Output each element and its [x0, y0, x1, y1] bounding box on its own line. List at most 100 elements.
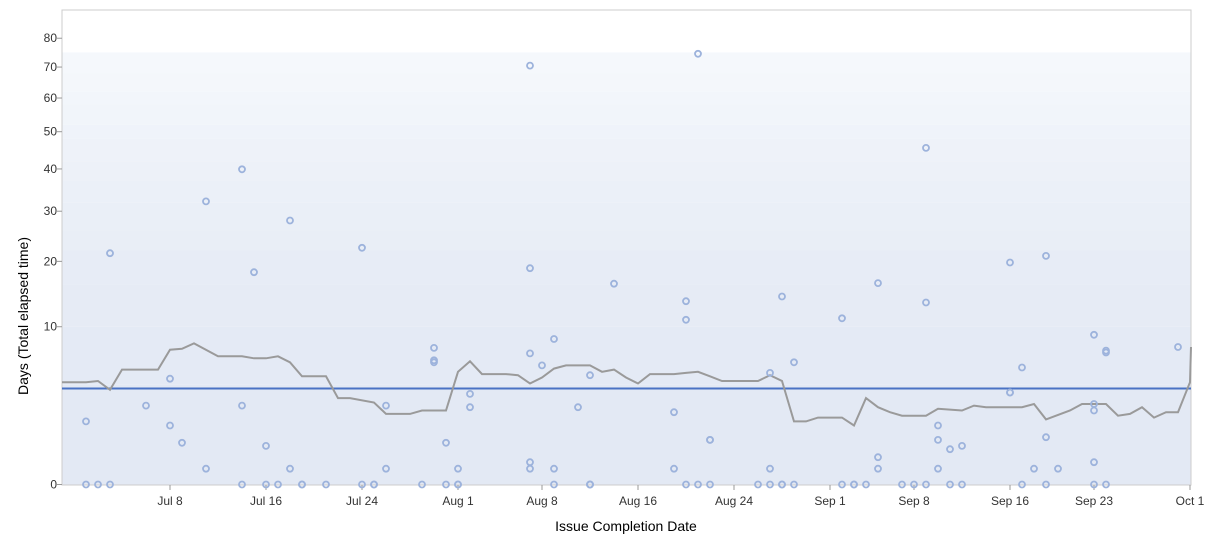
issue-point — [1102, 348, 1110, 357]
issue-point — [382, 464, 390, 473]
issue-point — [946, 445, 954, 454]
issue-point — [958, 480, 966, 489]
issue-point — [238, 401, 246, 410]
confidence-band — [62, 384, 1191, 485]
issue-point — [874, 464, 882, 473]
issue-point — [1006, 388, 1014, 397]
x-tick-label: Aug 24 — [715, 494, 753, 508]
confidence-band — [62, 230, 1191, 251]
issue-point — [1174, 343, 1182, 351]
issue-point — [694, 480, 702, 489]
issue-point — [1042, 251, 1050, 260]
issue-point — [1042, 433, 1050, 442]
issue-point — [682, 297, 690, 306]
issue-point — [922, 480, 930, 489]
x-tick-label: Jul 16 — [250, 494, 282, 508]
x-tick-label: Jul 24 — [346, 494, 378, 508]
issue-point — [550, 335, 558, 343]
issue-point — [466, 389, 474, 398]
issue-point — [286, 464, 294, 473]
issue-point — [790, 480, 798, 489]
confidence-band — [62, 73, 1191, 92]
issue-point — [1018, 363, 1026, 372]
issue-point — [238, 480, 246, 489]
issue-point — [358, 243, 366, 252]
issue-point — [922, 298, 930, 307]
issue-point — [382, 401, 390, 410]
x-tick-label: Sep 1 — [814, 494, 846, 508]
issue-point — [262, 480, 270, 489]
issue-point — [934, 421, 942, 430]
x-tick-label: Aug 16 — [619, 494, 657, 508]
issue-point — [898, 480, 906, 489]
issue-point — [766, 480, 774, 489]
y-axis-ticks: 0 10 20 30 40 50 60 70 80 — [44, 31, 62, 492]
issue-point — [454, 464, 462, 473]
x-axis-title: Issue Completion Date — [555, 518, 697, 534]
y-tick-label: 50 — [44, 125, 58, 139]
y-tick-label: 70 — [44, 60, 58, 74]
confidence-band — [62, 124, 1191, 139]
issue-point — [526, 61, 534, 70]
issue-point — [418, 480, 426, 489]
issue-point — [838, 480, 846, 489]
issue-point — [754, 480, 762, 489]
issue-point — [706, 480, 714, 489]
issue-point — [874, 453, 882, 462]
y-tick-label: 10 — [44, 320, 58, 334]
issue-point — [946, 480, 954, 489]
confidence-band — [62, 138, 1191, 162]
issue-point — [766, 368, 774, 377]
issue-point — [526, 349, 534, 358]
x-axis-ticks: Jul 8 Jul 16 Jul 24 Aug 1 Aug 8 Aug 16 Aug 24 S… — [157, 485, 1205, 508]
issue-point — [298, 480, 306, 489]
issue-point — [1030, 464, 1038, 473]
confidence-band — [62, 202, 1191, 231]
issue-point — [238, 165, 246, 174]
x-tick-label: Sep 16 — [991, 494, 1029, 508]
y-tick-label: 20 — [44, 254, 58, 268]
y-tick-label: 60 — [44, 91, 58, 105]
issue-point — [574, 403, 582, 412]
issue-point — [934, 435, 942, 444]
issue-point — [910, 480, 918, 489]
issue-point — [550, 464, 558, 473]
issue-point — [274, 480, 282, 489]
y-axis-title: Days (Total elapsed time) — [15, 237, 31, 395]
issue-point — [178, 438, 186, 447]
issue-point — [1018, 480, 1026, 489]
confidence-band — [62, 52, 1191, 74]
issue-point — [958, 441, 966, 450]
y-tick-label: 30 — [44, 204, 58, 218]
confidence-band — [62, 326, 1191, 385]
issue-point — [430, 343, 438, 352]
x-tick-label: Aug 8 — [526, 494, 558, 508]
issue-point — [370, 480, 378, 489]
issue-point — [202, 464, 210, 473]
issue-point — [526, 464, 534, 473]
issue-point — [838, 314, 846, 323]
plot-frame — [61, 9, 1192, 486]
issue-point — [538, 361, 546, 370]
issue-point — [778, 480, 786, 489]
issue-point — [166, 374, 174, 383]
issue-point — [922, 143, 930, 152]
confidence-band — [62, 161, 1191, 182]
confidence-bands — [62, 52, 1191, 485]
issue-point — [586, 480, 594, 489]
issue-point — [286, 216, 294, 225]
issue-point — [1042, 480, 1050, 489]
issue-point — [250, 268, 258, 277]
y-tick-label: 80 — [44, 31, 58, 45]
y-tick-label: 0 — [50, 478, 57, 492]
issue-point — [94, 480, 102, 489]
issue-point — [670, 464, 678, 473]
issue-point — [670, 408, 678, 417]
issue-point — [1090, 330, 1098, 339]
issue-point — [706, 435, 714, 444]
confidence-band — [62, 284, 1191, 327]
issue-point — [850, 480, 858, 489]
issue-point — [430, 358, 438, 367]
confidence-band — [62, 250, 1191, 285]
